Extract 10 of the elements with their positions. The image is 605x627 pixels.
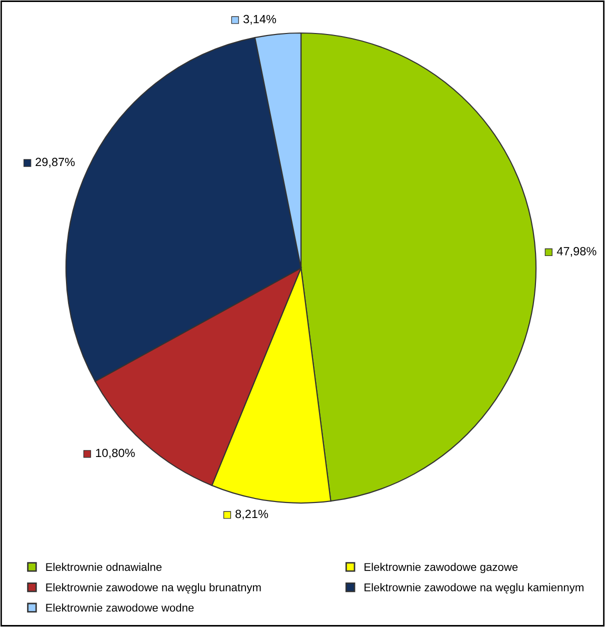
legend-label: Elektrownie odnawialne [46,562,162,571]
legend-label: Elektrownie zawodowe wodne [46,604,194,612]
data-label: 47,98% [556,247,596,257]
legend-label: Elektrownie zawodowe na węglu kamiennym [364,583,584,594]
legend-label: Elektrownie zawodowe na węglu brunatnym [46,583,261,594]
data-label: 29,87% [36,158,75,168]
data-label: 10,80% [96,448,135,458]
legend-label: Elektrownie zawodowe gazowe [364,562,518,574]
data-label: 8,21% [236,510,268,520]
data-label: 3,14% [243,14,276,25]
